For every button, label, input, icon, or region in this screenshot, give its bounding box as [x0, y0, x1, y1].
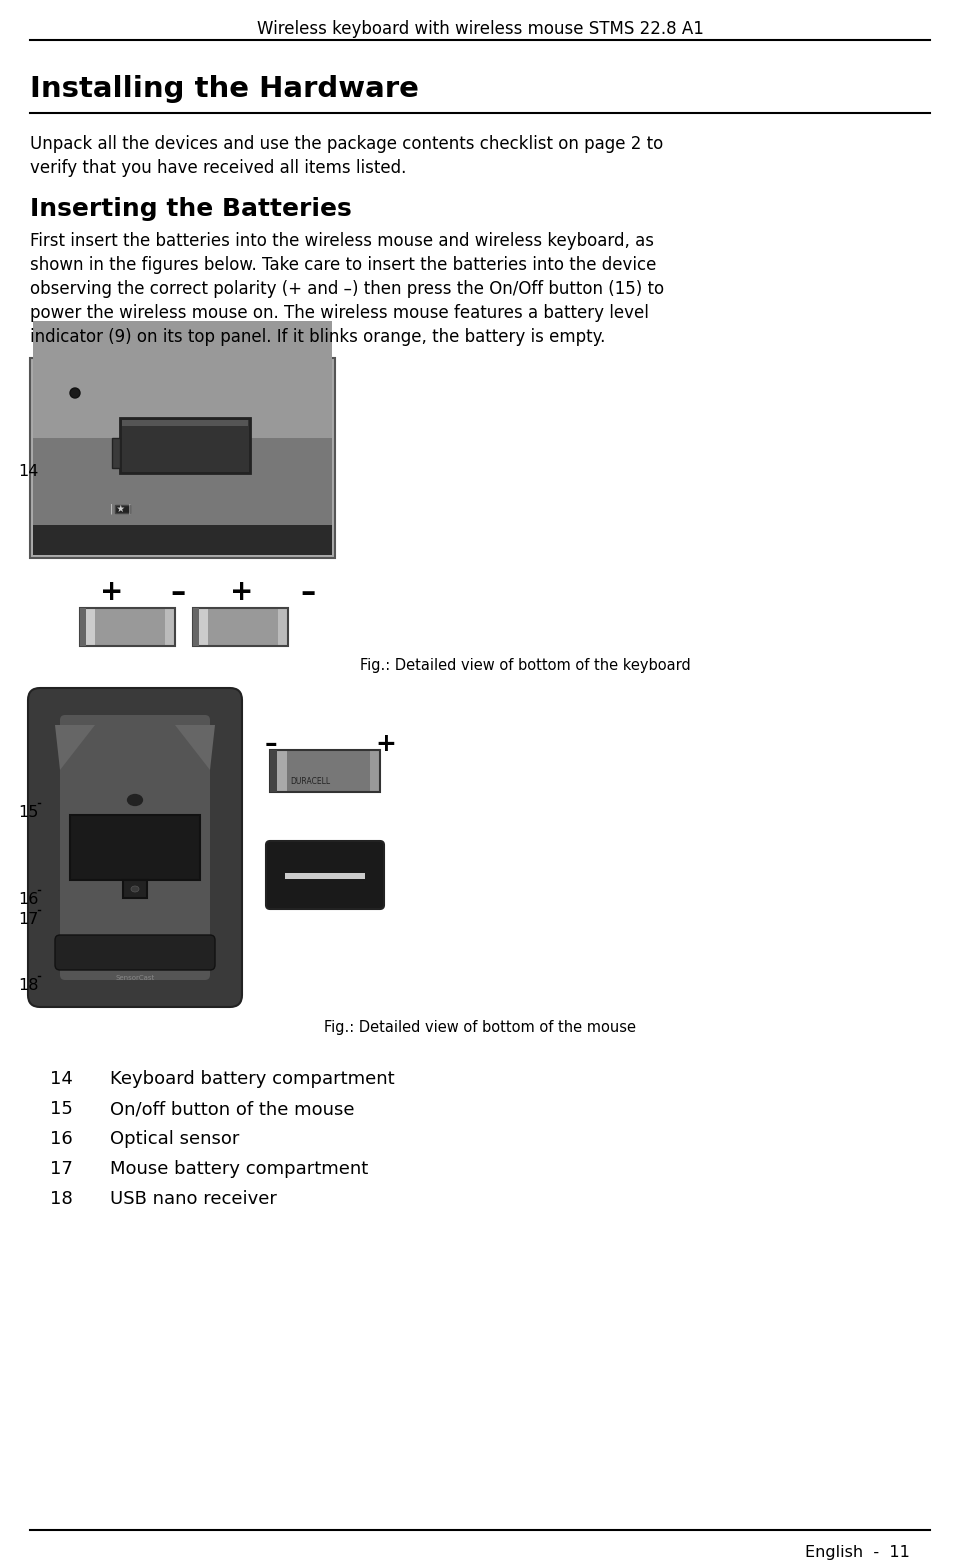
Bar — [270, 751, 380, 791]
Text: | ★ |: | ★ | — [110, 503, 132, 514]
Text: Wireless keyboard with wireless mouse STMS 22.8 A1: Wireless keyboard with wireless mouse ST… — [256, 20, 704, 38]
Polygon shape — [175, 726, 215, 769]
Bar — [85, 608, 95, 646]
Bar — [115, 505, 130, 512]
Text: shown in the figures below. Take care to insert the batteries into the device: shown in the figures below. Take care to… — [30, 255, 657, 274]
Ellipse shape — [131, 885, 139, 892]
Bar — [198, 608, 208, 646]
Text: English  -  11: English - 11 — [805, 1545, 910, 1561]
Bar — [123, 881, 147, 898]
Bar — [33, 321, 332, 439]
FancyBboxPatch shape — [55, 935, 215, 970]
Text: DURACELL: DURACELL — [290, 777, 330, 787]
Text: Inserting the Batteries: Inserting the Batteries — [30, 197, 351, 221]
FancyBboxPatch shape — [60, 715, 210, 979]
Bar — [270, 751, 380, 791]
Text: +: + — [100, 578, 124, 606]
Bar — [193, 608, 288, 646]
Text: Unpack all the devices and use the package contents checklist on page 2 to: Unpack all the devices and use the packa… — [30, 135, 663, 154]
Text: 17: 17 — [50, 1160, 73, 1178]
Bar — [270, 751, 277, 791]
Text: verify that you have received all items listed.: verify that you have received all items … — [30, 158, 406, 177]
Text: 16: 16 — [50, 1130, 73, 1149]
Bar — [370, 751, 380, 791]
Bar — [33, 360, 332, 555]
Bar — [80, 608, 86, 646]
Text: Keyboard battery compartment: Keyboard battery compartment — [110, 1070, 395, 1087]
Text: power the wireless mouse on. The wireless mouse features a battery level: power the wireless mouse on. The wireles… — [30, 304, 649, 321]
Text: 17: 17 — [18, 912, 38, 928]
Text: Optical sensor: Optical sensor — [110, 1130, 239, 1149]
Text: Fig.: Detailed view of bottom of the mouse: Fig.: Detailed view of bottom of the mou… — [324, 1020, 636, 1034]
Bar — [275, 751, 287, 791]
Bar — [278, 608, 288, 646]
FancyBboxPatch shape — [28, 688, 242, 1008]
Ellipse shape — [70, 389, 80, 398]
Text: SensorCast: SensorCast — [115, 975, 155, 981]
Text: On/off button of the mouse: On/off button of the mouse — [110, 1100, 354, 1117]
Text: indicator (9) on its top panel. If it blinks orange, the battery is empty.: indicator (9) on its top panel. If it bl… — [30, 328, 606, 346]
Bar — [33, 525, 332, 555]
Text: +: + — [230, 578, 253, 606]
Bar — [122, 420, 248, 426]
Text: –: – — [265, 732, 277, 755]
Polygon shape — [55, 726, 95, 769]
Ellipse shape — [126, 793, 144, 807]
Text: observing the correct polarity (+ and –) then press the On/Off button (15) to: observing the correct polarity (+ and –)… — [30, 280, 664, 298]
Bar — [165, 608, 175, 646]
Bar — [95, 608, 165, 646]
Text: First insert the batteries into the wireless mouse and wireless keyboard, as: First insert the batteries into the wire… — [30, 232, 654, 251]
Bar — [120, 418, 250, 473]
Text: 18: 18 — [18, 978, 38, 993]
Bar — [80, 608, 175, 646]
Text: –: – — [170, 578, 185, 606]
Text: 14: 14 — [50, 1070, 73, 1087]
Text: 15: 15 — [50, 1100, 73, 1117]
Bar — [208, 608, 278, 646]
Bar — [287, 751, 370, 791]
Bar — [80, 608, 175, 646]
Text: Fig.: Detailed view of bottom of the keyboard: Fig.: Detailed view of bottom of the key… — [360, 658, 691, 672]
Bar — [70, 815, 200, 881]
Text: Mouse battery compartment: Mouse battery compartment — [110, 1160, 369, 1178]
Text: 15: 15 — [18, 805, 38, 820]
Bar — [193, 608, 288, 646]
FancyBboxPatch shape — [266, 841, 384, 909]
Text: –: – — [300, 578, 315, 606]
Text: 14: 14 — [18, 464, 38, 480]
Text: USB nano receiver: USB nano receiver — [110, 1189, 276, 1208]
Text: 18: 18 — [50, 1189, 73, 1208]
Text: 16: 16 — [18, 892, 38, 907]
Bar — [112, 439, 120, 469]
Bar — [193, 608, 199, 646]
Text: Installing the Hardware: Installing the Hardware — [30, 75, 419, 103]
Text: +: + — [375, 732, 396, 755]
Bar — [285, 873, 365, 879]
Bar — [30, 357, 335, 558]
